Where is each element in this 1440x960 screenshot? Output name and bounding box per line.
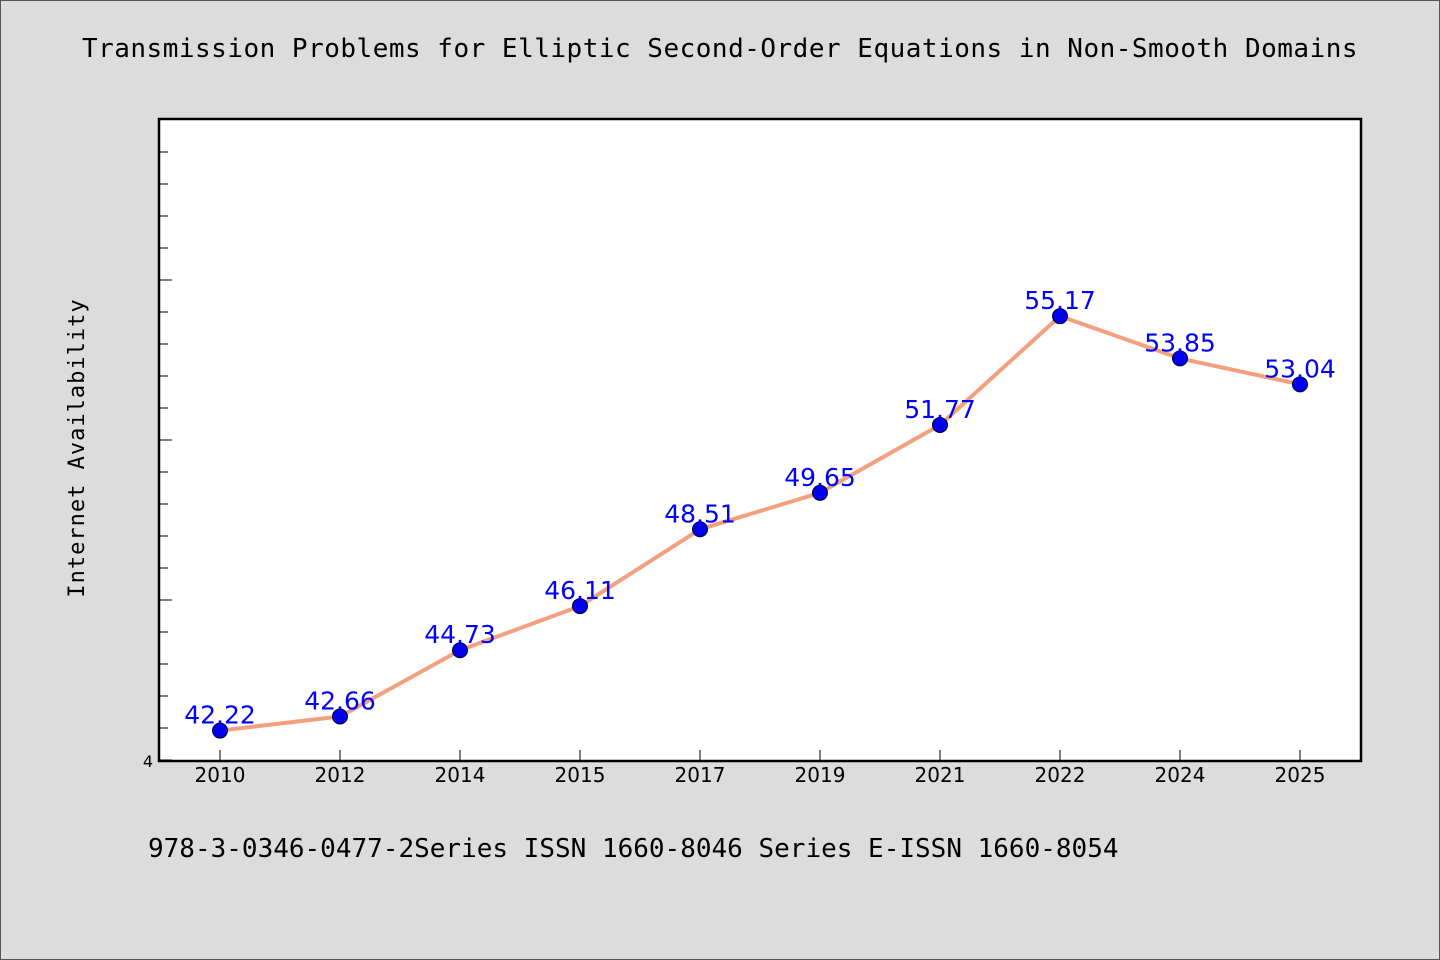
x-tick-label: 2022 [1035, 763, 1086, 787]
data-point [572, 598, 588, 615]
data-label: 53.85 [1144, 328, 1216, 357]
x-tick-label: 2024 [1155, 763, 1206, 787]
data-label: 44.73 [424, 620, 496, 649]
footer-text: 978-3-0346-0477-2Series ISSN 1660-8046 S… [148, 834, 1119, 864]
data-label: 42.66 [304, 686, 376, 715]
y-axis-title: Internet Availability [65, 298, 90, 597]
x-tick-label: 2014 [435, 763, 486, 787]
data-point [692, 521, 708, 538]
x-tick-label: 2010 [195, 763, 246, 787]
x-tick-label: 2021 [915, 763, 966, 787]
data-label: 51.77 [904, 395, 976, 424]
data-point [212, 722, 228, 739]
data-label: 46.11 [544, 576, 616, 605]
data-label: 42.22 [184, 701, 256, 730]
y-tick-label: 4 [143, 752, 153, 771]
x-axis-ticks: 2010 2012 2014 2015 2017 2019 2021 2022 2024 2025 [195, 750, 1326, 787]
series-line [219, 314, 1301, 733]
series-layer: 42.22 42.66 44.73 46.11 48.51 49.65 51.77 55.17… [184, 286, 1336, 739]
chart-title: Transmission Problems for Elliptic Secon… [81, 34, 1359, 64]
data-label: 49.65 [784, 463, 856, 492]
data-point [812, 484, 828, 501]
x-tick-label: 2025 [1275, 763, 1326, 787]
data-point [1052, 308, 1068, 325]
y-axis-ticks [160, 151, 172, 761]
data-point [932, 416, 948, 433]
data-point [1292, 376, 1308, 393]
x-tick-label: 2019 [795, 763, 846, 787]
x-tick-label: 2012 [315, 763, 366, 787]
data-label: 55.17 [1024, 286, 1096, 315]
x-tick-label: 2015 [555, 763, 606, 787]
data-point [452, 642, 468, 659]
plot-area [157, 117, 1363, 763]
data-point [1172, 350, 1188, 367]
data-label: 48.51 [664, 499, 736, 528]
data-point [332, 708, 348, 725]
x-tick-label: 2017 [675, 763, 726, 787]
data-label: 53.04 [1264, 354, 1336, 383]
